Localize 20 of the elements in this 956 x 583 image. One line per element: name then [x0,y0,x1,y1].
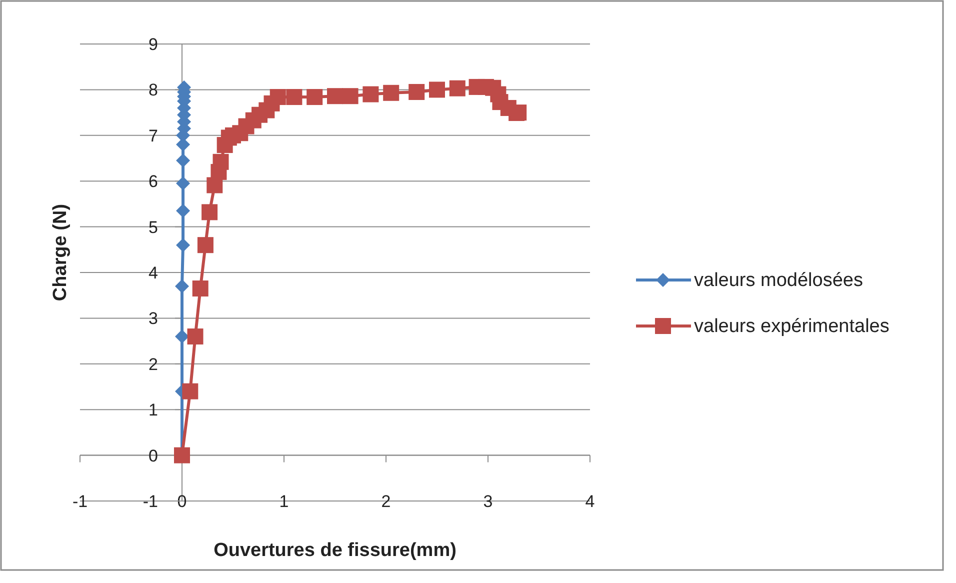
x-tick-label: 2 [381,492,391,511]
x-tick-label: -1 [72,492,88,511]
y-tick-label: 4 [148,264,158,282]
y-tick-label: 9 [148,35,158,54]
legend-label: valeurs modélosées [694,270,863,291]
y-tick-label: 2 [148,354,158,374]
y-axis-title: Charge (N) [50,204,71,302]
y-tick-label: 7 [148,126,158,146]
y-tick-label: 0 [148,446,158,466]
x-axis-title: Ouvertures de fissure(mm) [214,540,456,561]
y-tick-label: 3 [148,309,158,328]
x-tick-label: 1 [279,492,289,511]
x-tick-label: 0 [177,492,187,511]
y-tick-label: 6 [148,172,158,192]
y-tick-label: 8 [148,80,158,100]
x-tick-label: 4 [585,492,595,511]
legend-label: valeurs expérimentales [694,316,890,337]
y-tick-label: 1 [148,400,158,420]
x-tick-label: 3 [483,492,493,511]
y-tick-label: 5 [148,218,158,237]
